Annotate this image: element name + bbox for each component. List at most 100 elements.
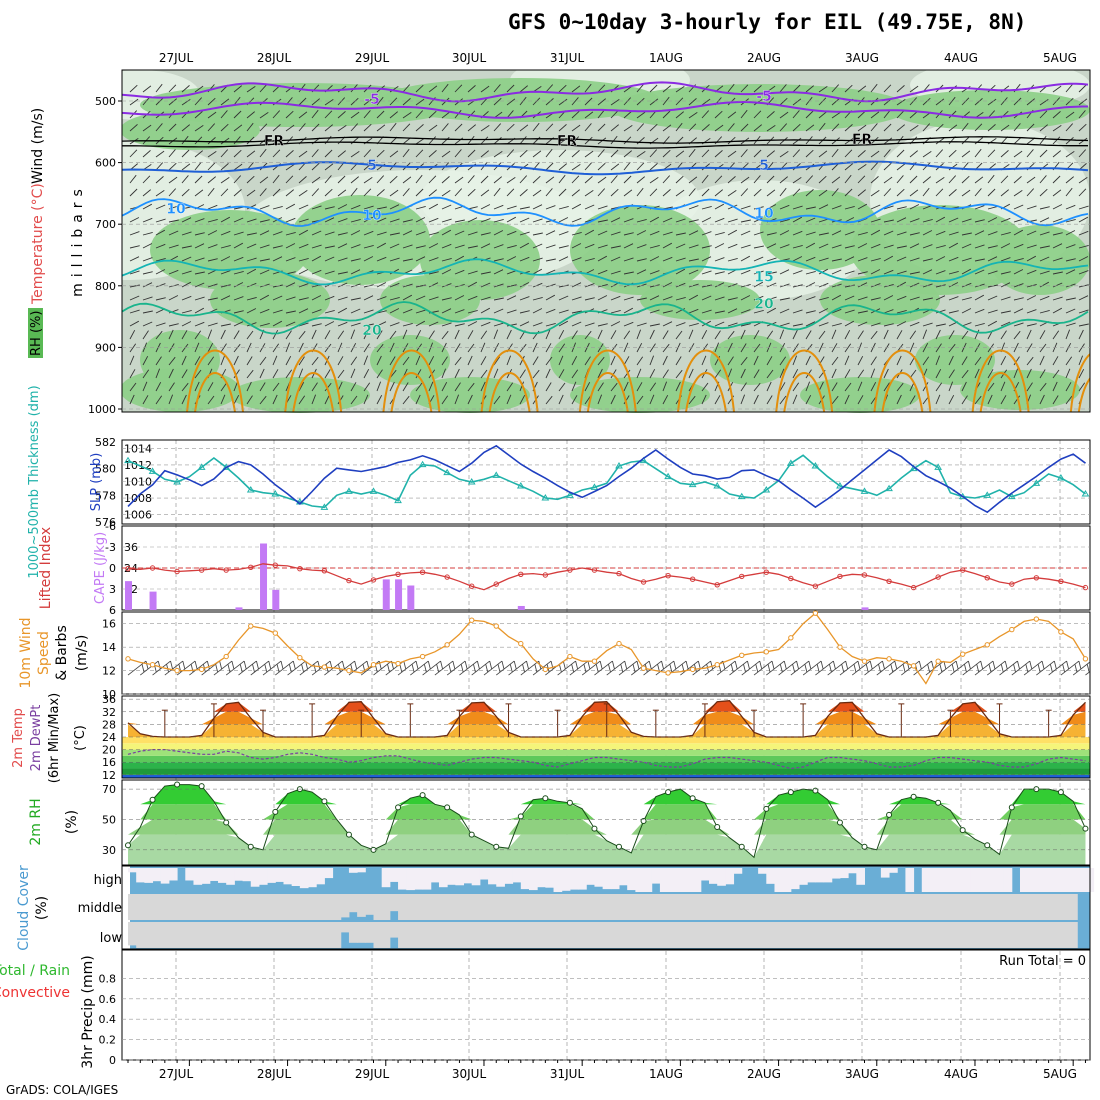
lifted-index-tick: -6 [105,520,116,533]
cloud-low-clear [398,922,407,948]
top-date-label: 5AUG [1043,51,1077,65]
cloud-low-clear [659,922,669,948]
rh-marker [959,827,966,834]
rh-marker [787,789,794,796]
cloud-high-clear [954,868,964,892]
isotherm-5 [122,160,1089,176]
thickness-marker [492,471,501,478]
cloud-middle-clear [766,894,775,920]
cloud-high-clear [569,868,579,890]
rh-moist-region [290,195,430,285]
ylabel-wind-barbs: & Barbs [54,625,70,681]
cloud-low-clear [193,922,203,948]
cloud-middle-clear [242,894,252,920]
lifted-index-marker [346,577,352,584]
cloud-high-clear [1052,868,1062,892]
cloud-low-clear [545,922,555,948]
thickness-marker [713,482,722,489]
cloud-middle-clear [1069,894,1078,920]
cloud-low-clear [766,922,775,948]
thickness-marker [197,463,206,470]
cloud-low-clear [1011,922,1021,948]
cloud-low-clear [864,922,874,948]
cloud-middle-clear [324,894,334,920]
cloud-middle-clear [938,894,947,920]
lifted-index-marker [665,573,671,579]
cloud-high-clear [455,868,465,886]
cloud-middle-clear [209,894,219,920]
wind-speed-marker [812,610,819,616]
cloud-low-clear [168,922,178,948]
cloud-middle-clear [152,894,162,920]
lifted-index-marker [469,583,475,589]
cloud-middle-clear [1019,894,1029,920]
wind-speed-marker [1033,616,1040,622]
cloud-low-clear [692,922,702,948]
dewpoint-line [127,749,1086,770]
cloud-low-clear [569,922,579,948]
upper-air-panel [122,70,1090,413]
ylabel-temp: (°C) [73,725,88,751]
wind-speed-marker [739,652,745,659]
rh-moist-region [150,210,310,290]
isotherm-25-30 [186,349,1090,413]
cloud-high-clear [185,868,194,881]
lifted-index-marker [370,577,377,583]
cloud-low-clear [1069,922,1078,948]
cloud-low-clear [258,922,268,948]
cloud-low-clear [602,922,612,948]
thickness-marker [246,486,255,493]
lifted-index-marker [739,573,745,580]
wind-speed-marker [1082,656,1089,662]
temp-line [127,700,1086,738]
cloud-low-clear [291,922,301,948]
rh-moist-region [610,84,910,132]
cloud-high-clear [144,868,154,883]
cloud-high-clear [479,868,489,880]
slp-tick: 1006 [124,509,152,522]
cloud-low-clear [136,922,145,948]
cloud-high-clear [471,868,481,886]
cloud-low-clear [578,922,587,948]
cloud-middle-clear [136,894,145,920]
freezing-level-2 [122,141,1088,149]
cloud-middle-clear [659,894,669,920]
cloud-middle-clear [774,894,784,920]
cloud-middle-clear [987,894,996,920]
thickness-marker [394,496,402,504]
wind-speed-marker [714,662,720,668]
cloud-level-label: low [100,931,123,946]
cloud-high-clear [324,868,334,879]
top-date-label: 30JUL [452,51,487,65]
lifted-index-marker [272,562,278,568]
cloud-high-clear [790,868,800,890]
cloud-high-clear [692,868,702,892]
contour-label: 20 [754,297,774,313]
cloud-high-clear [627,868,636,891]
lifted-index-marker [297,566,303,572]
lifted-index-marker [837,573,843,580]
lifted-index-marker [812,583,819,589]
lifted-index-marker [248,564,254,570]
top-date-label: 31JUL [550,51,585,65]
cloud-high-clear [438,868,448,888]
cloud-middle-clear [627,894,636,920]
temperature-legend-label: Temperature (°C) [30,183,46,305]
cloud-low-clear [758,922,767,948]
cloud-middle-clear [512,894,522,920]
contour-label: -5 [364,92,380,108]
cloud-high-clear [889,868,898,873]
rh-line [127,784,1086,859]
cape-bar [517,605,525,610]
cloud-high-clear [774,868,784,892]
cloud-middle-clear [545,894,555,920]
cloud-middle-clear [496,894,505,920]
contour-label: 5 [759,158,769,174]
rh-marker [935,799,942,806]
cloud-middle-clear [1060,894,1070,920]
cloud-low-clear [512,922,522,948]
cloud-high-clear [488,868,497,885]
cloud-high-clear [422,868,432,890]
wind-legend-label: Wind (m/s) [30,108,46,184]
rh-moist-region [570,377,710,413]
